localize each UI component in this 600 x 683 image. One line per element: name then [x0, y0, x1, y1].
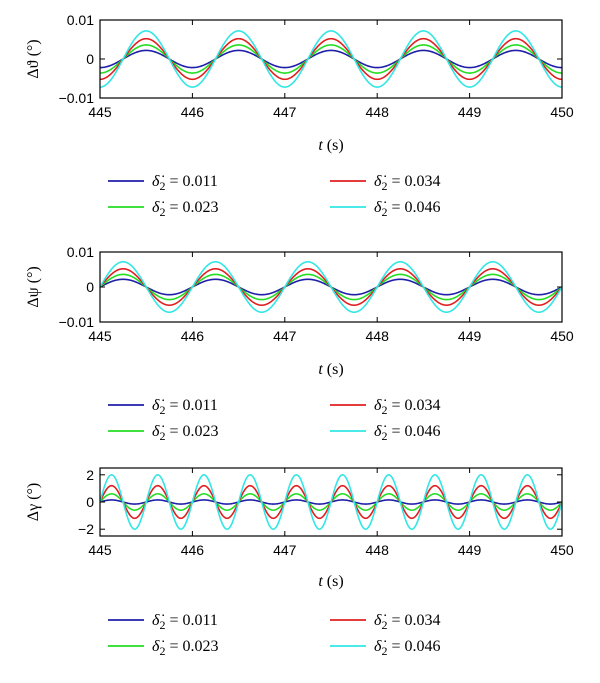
chart-3: 445 446 447 448 449 450 2 0 −2 Δγ (°) t (s) δ̇2 = 0…: [25, 467, 574, 658]
series-line-2: [100, 44, 562, 74]
x-tick-label: 446: [181, 104, 205, 120]
x-axis-label: t (s): [318, 361, 343, 378]
x-tick-label: 447: [273, 104, 297, 120]
series-line-1: [100, 49, 562, 69]
x-axis-label: t (s): [318, 137, 343, 154]
legend-entry-3: δ̇2 = 0.034: [374, 612, 440, 632]
legend-entry-1: δ̇2 = 0.011: [152, 173, 218, 193]
x-tick-label: 447: [273, 542, 297, 558]
y-tick-label: 0.01: [67, 244, 94, 260]
legend-entry-2: δ̇2 = 0.023: [152, 423, 218, 443]
legend-entry-4: δ̇2 = 0.046: [374, 638, 440, 658]
chart-2: 445 446 447 448 449 450 0.01 0 −0.01 Δψ (°) t (s) δ…: [25, 244, 574, 443]
x-tick-label: 449: [458, 328, 482, 344]
legend-entry-1: δ̇2 = 0.011: [152, 612, 218, 632]
y-tick-label: 0: [86, 51, 94, 67]
chart-1: 445 446 447 448 449 450 0.01 0 −0.01 Δϑ (°) t (s) δ…: [25, 12, 574, 219]
legend: δ̇2 = 0.011 δ̇2 = 0.023 δ̇2 = 0.034 δ̇2 = 0…: [108, 612, 440, 658]
x-tick-label: 445: [88, 328, 112, 344]
y-axis-label: Δψ (°): [25, 266, 42, 307]
x-tick-label: 446: [181, 542, 205, 558]
x-tick-label: 446: [181, 328, 205, 344]
legend-entry-3: δ̇2 = 0.034: [374, 397, 440, 417]
series-line-4: [100, 473, 562, 531]
x-axis-label: t (s): [318, 573, 343, 590]
x-tick-label: 450: [550, 104, 574, 120]
x-tick-label: 449: [458, 542, 482, 558]
x-tick-label: 448: [366, 104, 390, 120]
legend-entry-4: δ̇2 = 0.046: [374, 423, 440, 443]
y-tick-label: 0: [86, 279, 94, 295]
legend-entry-2: δ̇2 = 0.023: [152, 638, 218, 658]
x-tick-label: 449: [458, 104, 482, 120]
x-tick-label: 447: [273, 328, 297, 344]
legend-entry-3: δ̇2 = 0.034: [374, 173, 440, 193]
y-tick-label: 0.01: [67, 12, 94, 28]
x-tick-label: 445: [88, 542, 112, 558]
legend-entry-1: δ̇2 = 0.011: [152, 397, 218, 417]
y-tick-label: −2: [78, 521, 94, 537]
y-tick-label: −0.01: [59, 90, 95, 106]
y-tick-label: 2: [86, 467, 94, 483]
legend-entry-4: δ̇2 = 0.046: [374, 199, 440, 219]
series-line-4: [100, 260, 562, 314]
x-tick-label: 445: [88, 104, 112, 120]
legend-entry-2: δ̇2 = 0.023: [152, 199, 218, 219]
y-axis-label: Δϑ (°): [25, 39, 42, 78]
x-tick-label: 448: [366, 328, 390, 344]
x-tick-label: 448: [366, 542, 390, 558]
y-axis-label: Δγ (°): [25, 483, 42, 521]
series-line-3: [100, 37, 562, 81]
legend: δ̇2 = 0.011 δ̇2 = 0.023 δ̇2 = 0.034 δ̇2 = 0…: [108, 173, 440, 219]
legend: δ̇2 = 0.011 δ̇2 = 0.023 δ̇2 = 0.034 δ̇2 = 0…: [108, 397, 440, 443]
y-tick-label: −0.01: [59, 314, 95, 330]
x-tick-label: 450: [550, 542, 574, 558]
series-line-4: [100, 30, 562, 88]
y-tick-label: 0: [86, 494, 94, 510]
x-tick-label: 450: [550, 328, 574, 344]
